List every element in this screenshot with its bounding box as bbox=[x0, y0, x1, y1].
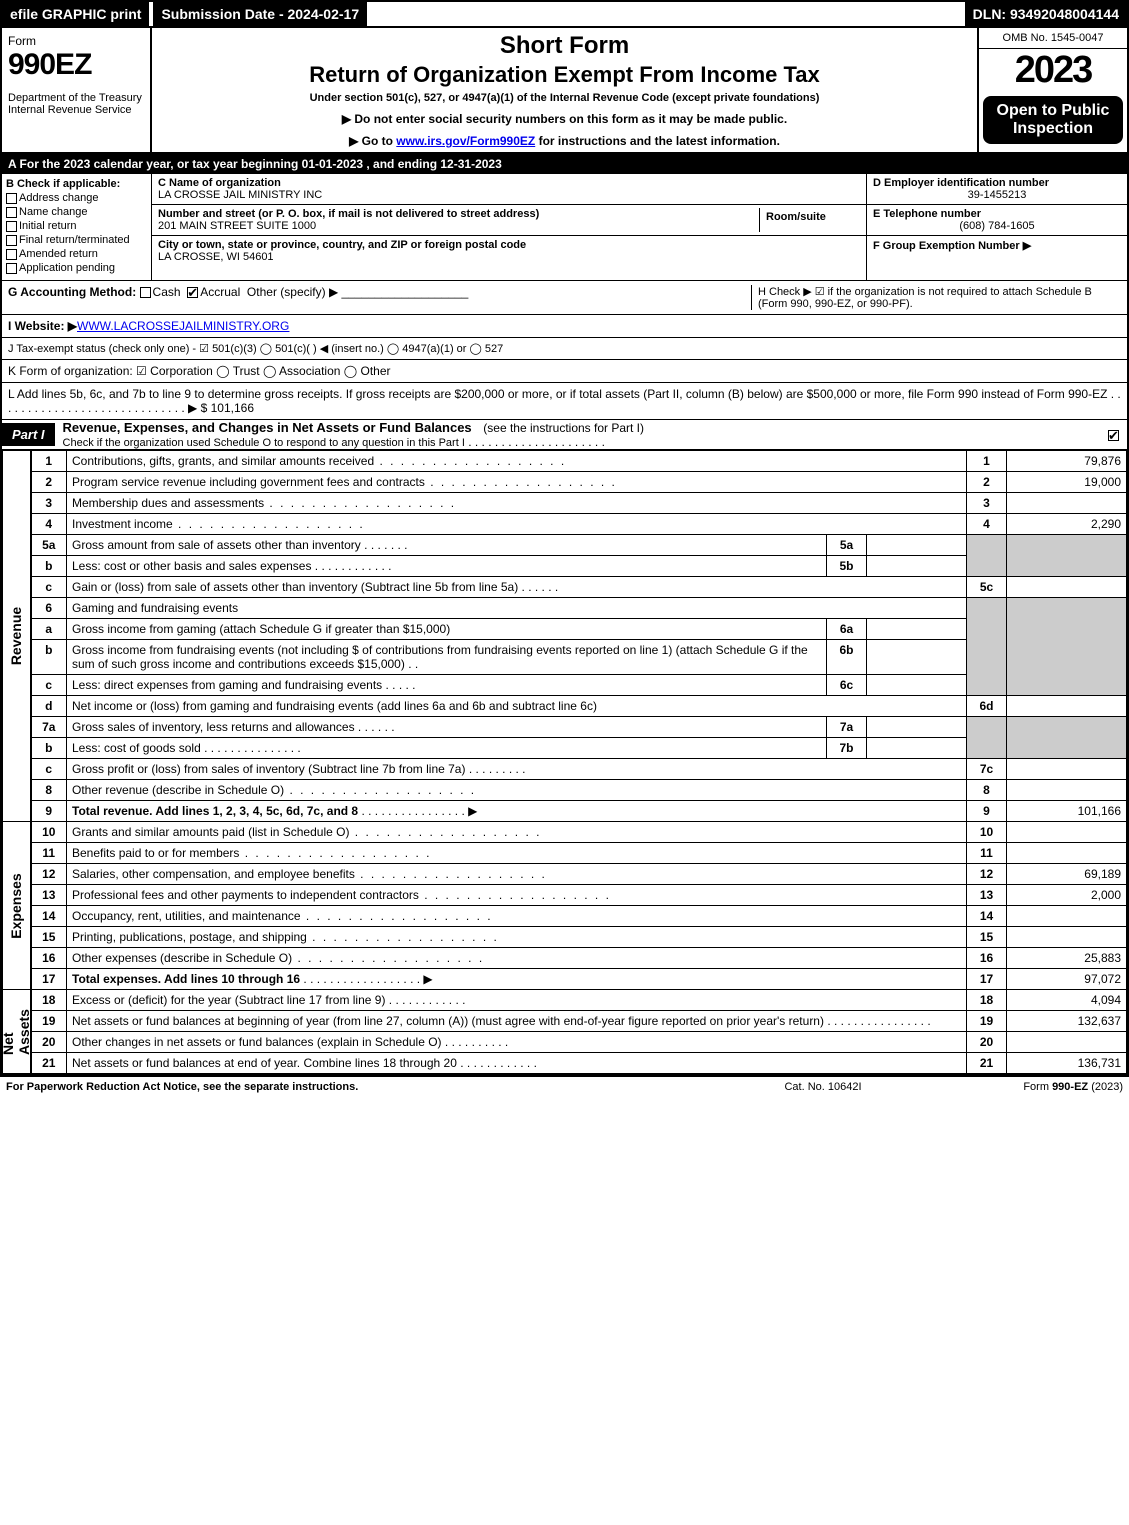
row-j-tax-exempt: J Tax-exempt status (check only one) - ☑… bbox=[2, 338, 1127, 360]
line-9-amt: 101,166 bbox=[1007, 801, 1127, 822]
check-final-return[interactable]: Final return/terminated bbox=[6, 234, 147, 246]
omb-number: OMB No. 1545-0047 bbox=[979, 28, 1127, 49]
check-name-change[interactable]: Name change bbox=[6, 206, 147, 218]
telephone: (608) 784-1605 bbox=[873, 220, 1121, 232]
form-label: Form bbox=[8, 34, 144, 48]
website-link[interactable]: WWW.LACROSSEJAILMINISTRY.ORG bbox=[77, 319, 289, 333]
part-i-table: Revenue 1Contributions, gifts, grants, a… bbox=[2, 450, 1127, 1074]
submission-date: Submission Date - 2024-02-17 bbox=[149, 2, 367, 26]
section-d-e-f: D Employer identification number39-14552… bbox=[867, 174, 1127, 280]
section-b: B Check if applicable: Address change Na… bbox=[2, 174, 152, 280]
check-accrual[interactable] bbox=[187, 287, 198, 298]
line-13-amt: 2,000 bbox=[1007, 885, 1127, 906]
department: Department of the Treasury Internal Reve… bbox=[8, 92, 144, 116]
line-2-amt: 19,000 bbox=[1007, 472, 1127, 493]
check-cash[interactable] bbox=[140, 287, 151, 298]
ssn-warning: ▶ Do not enter social security numbers o… bbox=[160, 112, 969, 126]
form-header: Form 990EZ Department of the Treasury In… bbox=[2, 28, 1127, 154]
group-exemption-label: F Group Exemption Number ▶ bbox=[873, 240, 1031, 252]
city-state-zip: LA CROSSE, WI 54601 bbox=[158, 251, 274, 263]
check-address-change[interactable]: Address change bbox=[6, 192, 147, 204]
top-bar: efile GRAPHIC print Submission Date - 20… bbox=[2, 2, 1127, 28]
form-number: 990EZ bbox=[8, 48, 144, 82]
line-12-amt: 69,189 bbox=[1007, 864, 1127, 885]
open-to-public: Open to Public Inspection bbox=[983, 96, 1123, 144]
line-4-amt: 2,290 bbox=[1007, 514, 1127, 535]
ein: 39-1455213 bbox=[873, 189, 1121, 201]
check-amended-return[interactable]: Amended return bbox=[6, 248, 147, 260]
return-title: Return of Organization Exempt From Incom… bbox=[160, 62, 969, 88]
row-k-form-of-org: K Form of organization: ☑ Corporation ◯ … bbox=[2, 360, 1127, 383]
check-schedule-o[interactable] bbox=[1108, 430, 1119, 441]
form-990ez: efile GRAPHIC print Submission Date - 20… bbox=[0, 0, 1129, 1076]
row-i-website: I Website: ▶WWW.LACROSSEJAILMINISTRY.ORG bbox=[2, 315, 1127, 338]
line-1-amt: 79,876 bbox=[1007, 451, 1127, 472]
section-c: C Name of organization LA CROSSE JAIL MI… bbox=[152, 174, 867, 280]
block-b-through-f: B Check if applicable: Address change Na… bbox=[2, 174, 1127, 281]
page-footer: For Paperwork Reduction Act Notice, see … bbox=[0, 1076, 1129, 1097]
dln: DLN: 93492048004144 bbox=[965, 2, 1127, 26]
efile-label[interactable]: efile GRAPHIC print bbox=[2, 2, 149, 26]
goto-note: ▶ Go to www.irs.gov/Form990EZ for instru… bbox=[160, 134, 969, 148]
line-21-amt: 136,731 bbox=[1007, 1053, 1127, 1074]
row-g-h: G Accounting Method: Cash Accrual Other … bbox=[2, 281, 1127, 315]
short-form-title: Short Form bbox=[160, 32, 969, 60]
row-a-tax-year: A For the 2023 calendar year, or tax yea… bbox=[2, 154, 1127, 174]
section-h: H Check ▶ ☑ if the organization is not r… bbox=[751, 285, 1121, 310]
line-19-amt: 132,637 bbox=[1007, 1011, 1127, 1032]
street: 201 MAIN STREET SUITE 1000 bbox=[158, 220, 316, 232]
gross-receipts: 101,166 bbox=[211, 401, 254, 415]
line-18-amt: 4,094 bbox=[1007, 990, 1127, 1011]
row-l-gross-receipts: L Add lines 5b, 6c, and 7b to line 9 to … bbox=[2, 383, 1127, 420]
line-17-amt: 97,072 bbox=[1007, 969, 1127, 990]
part-i-header: Part I Revenue, Expenses, and Changes in… bbox=[2, 420, 1127, 450]
line-16-amt: 25,883 bbox=[1007, 948, 1127, 969]
check-initial-return[interactable]: Initial return bbox=[6, 220, 147, 232]
irs-link[interactable]: www.irs.gov/Form990EZ bbox=[396, 134, 535, 148]
under-section: Under section 501(c), 527, or 4947(a)(1)… bbox=[160, 92, 969, 104]
tax-year: 2023 bbox=[979, 49, 1127, 92]
check-application-pending[interactable]: Application pending bbox=[6, 262, 147, 274]
org-name: LA CROSSE JAIL MINISTRY INC bbox=[158, 189, 322, 201]
